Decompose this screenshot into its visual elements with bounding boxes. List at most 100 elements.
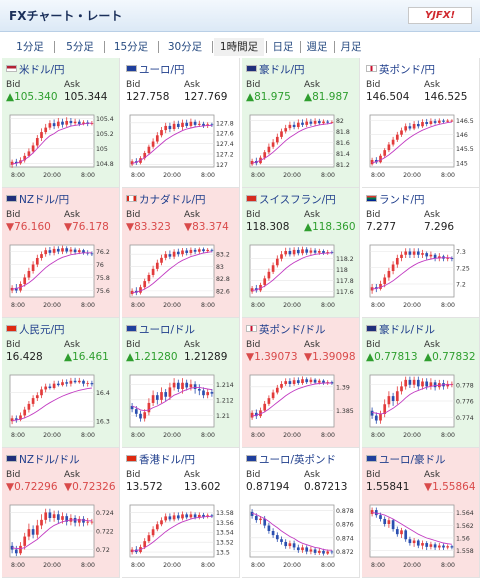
pair-name: ユーロ/円 bbox=[139, 64, 185, 76]
x-tick-label: 20:00 bbox=[163, 432, 181, 439]
pair-title-link[interactable]: カナダドル/円 bbox=[126, 193, 206, 207]
candle-body bbox=[69, 249, 73, 252]
tab-1min[interactable]: 1分足 bbox=[16, 41, 44, 53]
moving-average-line bbox=[131, 124, 212, 164]
pair-title-link[interactable]: NZドル/円 bbox=[6, 193, 69, 207]
candle-body bbox=[263, 403, 267, 411]
moving-average-line bbox=[252, 252, 332, 291]
pair-title-link[interactable]: NZドル/ドル bbox=[6, 453, 80, 467]
candle-body bbox=[395, 134, 399, 140]
candle-body bbox=[134, 409, 138, 414]
x-tick-label: 8:00 bbox=[321, 172, 335, 179]
pair-title-link[interactable]: ランド/円 bbox=[366, 193, 425, 207]
bid-label: Bid bbox=[126, 470, 141, 480]
tab-1hour[interactable]: 1時間足 bbox=[214, 38, 264, 56]
pair-title-link[interactable]: ユーロ/ドル bbox=[126, 323, 195, 337]
pair-name: 英ポンド/円 bbox=[379, 64, 436, 76]
x-tick-label: 8:00 bbox=[81, 432, 95, 439]
candle-body bbox=[383, 518, 387, 525]
y-tick-label: 13.52 bbox=[216, 540, 234, 547]
y-tick-label: 1.385 bbox=[336, 408, 354, 415]
ask-label: Ask bbox=[424, 340, 441, 350]
candle-body bbox=[330, 252, 334, 253]
x-tick-label: 20:00 bbox=[43, 432, 61, 439]
x-tick-label: 8:00 bbox=[441, 302, 455, 309]
pair-title-link[interactable]: 豪ドル/円 bbox=[246, 63, 305, 77]
candle-body bbox=[305, 121, 309, 125]
pair-title-link[interactable]: ユーロ/英ポンド bbox=[246, 453, 336, 467]
candle-body bbox=[181, 382, 184, 389]
candle-body bbox=[370, 510, 374, 514]
moving-average-line bbox=[131, 386, 212, 412]
ask-label: Ask bbox=[304, 80, 321, 90]
price-chart[interactable]: 0.724 0.722 0.72 8:00 20:00 8:00 bbox=[8, 499, 118, 569]
bid-value: ▼83.323 bbox=[126, 221, 171, 233]
tab-divider bbox=[212, 41, 213, 53]
plot-area bbox=[369, 504, 455, 558]
rate-panel: 英ポンド/円 Bid Ask 146.504 146.525 146.5 146 145.5 1… bbox=[362, 58, 480, 188]
rate-panel: 人民元/円 Bid Ask 16.428 ▲16.461 16.4 16.3 8:00 20:0… bbox=[2, 318, 120, 448]
candle-body bbox=[317, 550, 321, 553]
price-chart[interactable]: 1.214 1.212 1.21 8:00 20:00 8:00 bbox=[128, 369, 238, 439]
pair-name: 米ドル/円 bbox=[19, 64, 65, 76]
pair-title-link[interactable]: 英ポンド/ドル bbox=[246, 323, 326, 337]
y-tick-label: 117.6 bbox=[336, 289, 354, 296]
pair-title-link[interactable]: 米ドル/円 bbox=[6, 63, 65, 77]
pair-title-link[interactable]: スイスフラン/円 bbox=[246, 193, 336, 207]
y-tick-label: 1.564 bbox=[456, 510, 474, 517]
bid-value: ▲81.975 bbox=[246, 91, 291, 103]
ask-label: Ask bbox=[424, 470, 441, 480]
tab-daily[interactable]: 日足 bbox=[272, 41, 294, 53]
rate-panel: スイスフラン/円 Bid Ask 118.308 ▲118.360 118.2 118 117… bbox=[242, 188, 360, 318]
pair-title-link[interactable]: 英ポンド/円 bbox=[366, 63, 435, 77]
moving-average-line bbox=[12, 387, 92, 422]
ask-value: ▲118.360 bbox=[304, 221, 356, 233]
candle-body bbox=[296, 249, 300, 254]
pair-name: 豪ドル/円 bbox=[259, 64, 305, 76]
pair-title-link[interactable]: ユーロ/円 bbox=[126, 63, 185, 77]
rate-panel: 香港ドル/円 Bid Ask 13.572 13.602 13.58 13.56 13.54 1… bbox=[122, 448, 240, 578]
price-chart[interactable]: 0.778 0.776 0.774 8:00 20:00 8:00 bbox=[368, 369, 478, 439]
candle-body bbox=[82, 518, 85, 523]
moving-average-line bbox=[372, 257, 452, 290]
candle-body bbox=[151, 395, 155, 403]
candle-body bbox=[10, 287, 14, 291]
candle-body bbox=[284, 381, 288, 384]
pair-title-link[interactable]: ユーロ/豪ドル bbox=[366, 453, 446, 467]
candle-body bbox=[90, 383, 94, 385]
pair-title-link[interactable]: 豪ドル/ドル bbox=[366, 323, 435, 337]
pair-title-link[interactable]: 人民元/円 bbox=[6, 323, 65, 337]
bid-value: 118.308 bbox=[246, 221, 290, 233]
tab-weekly[interactable]: 週足 bbox=[306, 41, 328, 53]
pair-title-link[interactable]: 香港ドル/円 bbox=[126, 453, 195, 467]
candle-body bbox=[82, 122, 85, 124]
price-chart[interactable]: 16.416.38:00 20:00 8:00 bbox=[8, 369, 118, 439]
tab-monthly[interactable]: 月足 bbox=[340, 41, 362, 53]
x-tick-label: 8:00 bbox=[201, 172, 215, 179]
tab-30min[interactable]: 30分足 bbox=[167, 41, 203, 53]
price-chart[interactable]: 7.3 7.25 7.2 8:00 20:00 8:00 bbox=[368, 239, 478, 309]
candle-body bbox=[210, 249, 214, 251]
candle-body bbox=[168, 516, 172, 520]
y-tick-label: 13.5 bbox=[216, 550, 230, 557]
candle-body bbox=[61, 248, 64, 252]
moving-average-line bbox=[251, 512, 332, 551]
candle-body bbox=[176, 123, 180, 127]
yjfx-logo[interactable]: YJFX! bbox=[408, 7, 472, 24]
ask-value: 7.296 bbox=[424, 221, 455, 233]
tab-5min[interactable]: 5分足 bbox=[66, 41, 94, 53]
candle-body bbox=[250, 511, 254, 516]
tab-15min[interactable]: 15分足 bbox=[113, 41, 149, 53]
price-chart[interactable]: 1.39 1.385 8:00 20:00 8:00 bbox=[248, 369, 358, 439]
candle-body bbox=[181, 122, 184, 127]
